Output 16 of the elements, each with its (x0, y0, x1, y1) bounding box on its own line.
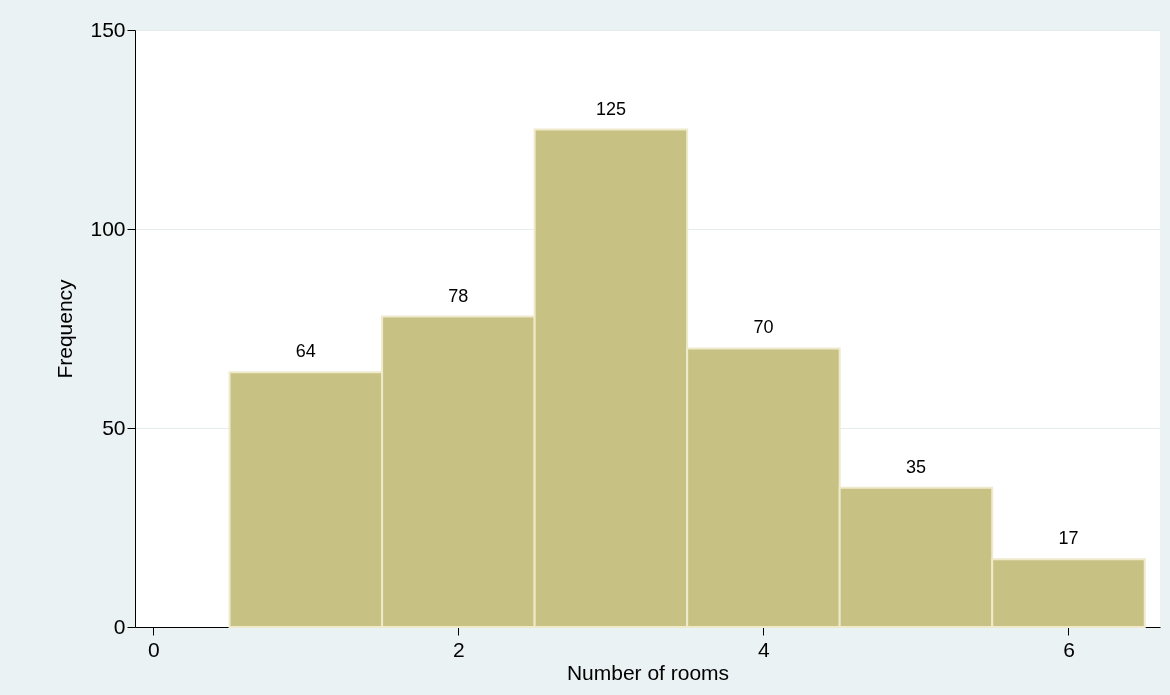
x-tick-label: 6 (1063, 637, 1075, 661)
x-tick-label: 0 (147, 637, 160, 661)
y-tick-label: 150 (90, 17, 126, 41)
y-axis-title: Frequency (53, 278, 77, 379)
data-label: 17 (1058, 528, 1079, 549)
data-label: 70 (753, 317, 774, 338)
x-axis-title: Number of rooms (566, 660, 730, 684)
x-tick-label: 2 (453, 637, 465, 661)
data-label: 35 (905, 456, 926, 477)
y-tick-label: 100 (90, 216, 126, 240)
data-label: 64 (295, 341, 316, 362)
y-tick-label: 0 (113, 614, 126, 638)
x-tick-label: 4 (758, 637, 771, 661)
data-label: 125 (595, 98, 626, 119)
y-tick-label: 50 (102, 415, 126, 439)
data-label: 78 (448, 285, 469, 306)
